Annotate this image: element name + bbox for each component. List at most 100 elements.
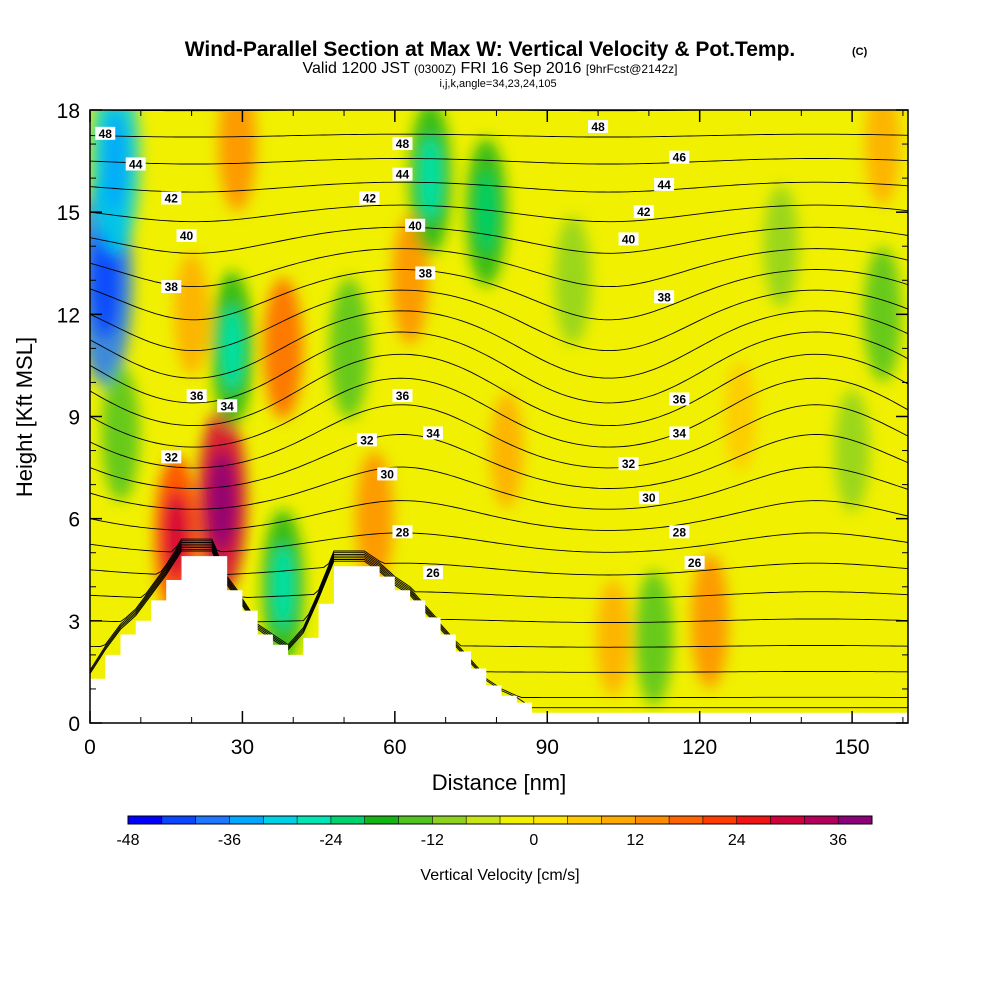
theta-label-5: 36 (190, 389, 204, 403)
theta-label-bg-14 (422, 426, 443, 440)
velocity-cell-17 (596, 580, 631, 696)
theta-contour-37 (90, 353, 908, 427)
theta-label-1: 44 (129, 157, 143, 171)
colorbar-swatch-13 (567, 816, 602, 824)
velocity-cell-20 (724, 361, 757, 472)
title-mark: (C) (852, 46, 868, 58)
colorbar-tick--24: -24 (319, 832, 342, 849)
theta-label-bg-25 (669, 392, 690, 406)
y-tick-label-0: 0 (68, 713, 80, 736)
colorbar-swatch-1 (161, 816, 197, 824)
velocity-core-6 (220, 306, 244, 391)
velocity-core-8 (271, 544, 295, 630)
theta-label-bg-27 (618, 457, 639, 471)
theta-label-bg-22 (633, 205, 654, 219)
velocity-cell-23 (863, 246, 902, 382)
theta-label-10: 42 (363, 192, 377, 206)
theta-label-2: 42 (165, 192, 179, 206)
theta-label-28: 30 (642, 491, 656, 505)
theta-label-17: 28 (396, 525, 410, 539)
theta-contour-41 (90, 269, 908, 321)
y-axis-label: Height [Kft MSL] (12, 337, 37, 497)
theta-label-bg-21 (654, 177, 675, 191)
x-tick-label-0: 0 (84, 736, 96, 759)
theta-label-bg-30 (684, 555, 705, 569)
theta-label-19: 48 (591, 120, 605, 134)
theta-label-20: 46 (673, 151, 687, 165)
y-tick-label-12: 12 (57, 304, 80, 327)
subtitle-date: FRI 16 Sep 2016 (460, 60, 581, 77)
velocity-cell-22 (834, 389, 870, 512)
x-axis: 0 30 60 90 120 150 (84, 110, 904, 759)
theta-contour-32 (90, 500, 908, 531)
theta-label-bg-29 (669, 525, 690, 539)
plot-area: 4844424038363432484442403836343230282648… (90, 110, 908, 723)
theta-label-bg-5 (186, 389, 207, 403)
colorbar-swatch-5 (297, 816, 332, 824)
velocity-cell-9 (263, 277, 303, 419)
velocity-core-14 (475, 171, 498, 253)
theta-label-bg-9 (392, 167, 413, 181)
colorbar-swatch-18 (736, 816, 772, 824)
colorbar-tick--48: -48 (116, 832, 139, 849)
colorbar-swatch-7 (364, 816, 400, 824)
colorbar-swatch-20 (804, 816, 839, 824)
subtitle-prefix: Valid 1200 JST (303, 60, 411, 77)
colorbar-tick-12: 12 (626, 832, 644, 849)
theta-label-14: 34 (426, 427, 440, 441)
theta-label-11: 40 (408, 219, 422, 233)
colorbar-swatch-16 (669, 816, 704, 824)
theta-label-13: 36 (396, 389, 410, 403)
theta-contour-36 (90, 377, 908, 448)
theta-contour-45 (90, 181, 908, 193)
theta-label-15: 32 (360, 433, 374, 447)
x-tick-label-30: 30 (231, 736, 254, 759)
theta-label-9: 44 (396, 168, 410, 182)
theta-contour-38 (90, 331, 908, 404)
theta-label-27: 32 (622, 457, 636, 471)
velocity-cell-10 (329, 277, 369, 419)
colorbar-tick--36: -36 (218, 832, 241, 849)
theta-label-bg-10 (359, 191, 380, 205)
theta-label-4: 38 (165, 280, 179, 294)
velocity-cell-16 (554, 216, 591, 345)
theta-label-bg-28 (638, 491, 659, 505)
colorbar-swatch-12 (533, 816, 569, 824)
colorbar-tick-36: 36 (829, 832, 847, 849)
theta-label-23: 40 (622, 232, 636, 246)
theta-label-30: 26 (688, 556, 702, 570)
theta-label-bg-24 (654, 290, 675, 304)
y-tick-label-9: 9 (68, 407, 80, 430)
theta-contour-42 (90, 248, 908, 288)
theta-labels: 4844424038363432484442403836343230282648… (95, 120, 705, 580)
velocity-cell-11 (355, 451, 394, 587)
colorbar-label: Vertical Velocity [cm/s] (420, 867, 579, 884)
theta-contour-43 (90, 226, 908, 254)
colorbar-swatch-2 (195, 816, 230, 824)
colorbar-swatch-8 (398, 816, 433, 824)
theta-label-bg-4 (161, 280, 182, 294)
x-tick-label-120: 120 (682, 736, 717, 759)
theta-label-25: 36 (673, 392, 687, 406)
colorbar-swatch-10 (466, 816, 501, 824)
theta-label-bg-15 (356, 433, 377, 447)
colorbar-swatch-0 (128, 816, 163, 824)
theta-label-bg-13 (392, 389, 413, 403)
theta-label-bg-20 (669, 150, 690, 164)
theta-label-8: 48 (396, 137, 410, 151)
theta-label-0: 48 (99, 127, 113, 141)
theta-contour-35 (90, 404, 908, 469)
colorbar-swatch-14 (601, 816, 636, 824)
theta-label-bg-2 (161, 191, 182, 205)
velocity-cell-2 (101, 366, 140, 501)
velocity-cell-12 (391, 216, 429, 345)
theta-contour-39 (90, 310, 908, 379)
theta-contour-40 (90, 289, 908, 352)
subtitle-forecast: [9hrFcst@2142z] (586, 62, 678, 76)
theta-label-18: 26 (426, 566, 440, 580)
theta-label-bg-23 (618, 232, 639, 246)
velocity-core-13 (418, 135, 442, 221)
theta-label-22: 42 (637, 205, 651, 219)
colorbar: -48 -36 -24 -12 0 12 24 36 (116, 815, 873, 849)
colorbar-swatch-4 (263, 816, 298, 824)
